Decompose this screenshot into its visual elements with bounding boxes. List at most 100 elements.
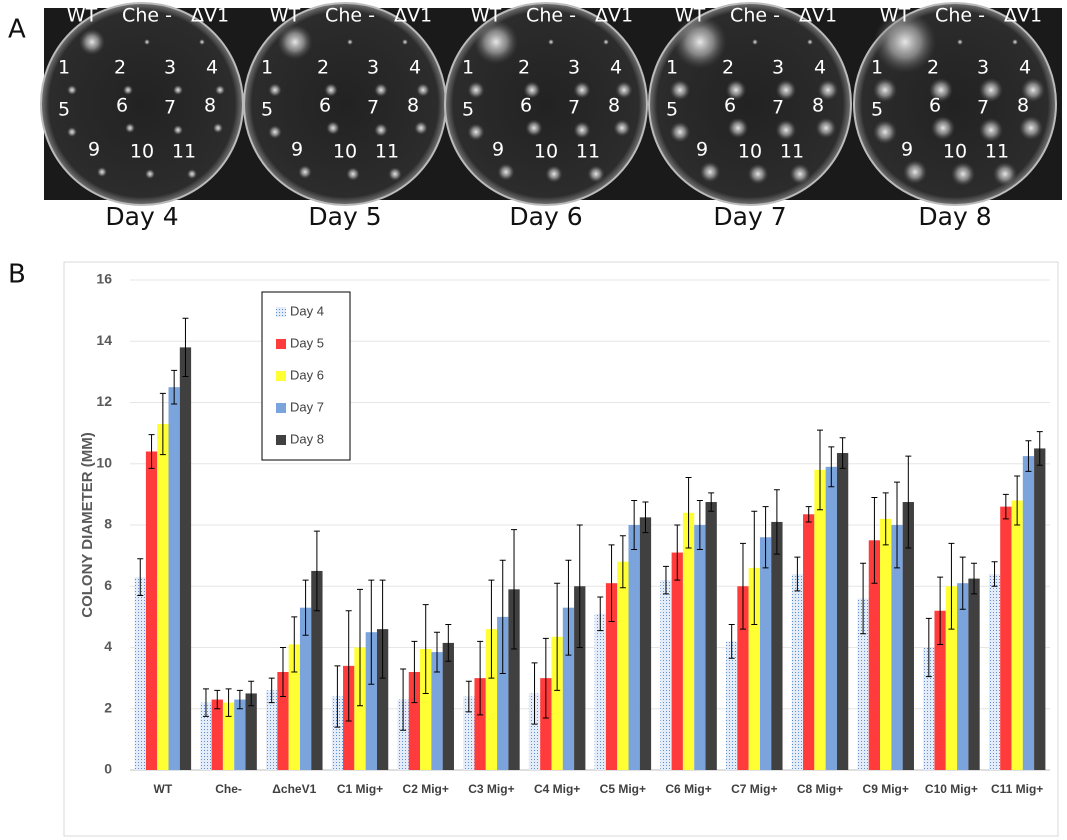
colony-number: 10 xyxy=(333,141,357,163)
colony-number: 5 xyxy=(58,99,70,121)
colony xyxy=(670,122,691,143)
colony xyxy=(526,120,543,137)
colony-number: 4 xyxy=(610,57,622,79)
colony xyxy=(670,80,691,101)
strain-label: Che - xyxy=(325,5,375,27)
colony xyxy=(125,123,135,133)
colony xyxy=(199,39,205,45)
colony-number: 8 xyxy=(1017,95,1029,117)
colony-number: 5 xyxy=(871,99,883,121)
x-tick-label: C11 Mig+ xyxy=(991,782,1043,796)
colony xyxy=(807,39,813,45)
bar xyxy=(146,452,157,771)
bar xyxy=(180,347,191,770)
legend-swatch xyxy=(276,403,286,413)
colony-number: 10 xyxy=(534,141,558,163)
colony-number: 9 xyxy=(492,139,504,161)
colony xyxy=(546,166,563,183)
colony-number: 11 xyxy=(576,141,600,163)
colony xyxy=(79,29,105,55)
colony-number: 8 xyxy=(204,95,216,117)
day-label: Day 8 xyxy=(918,202,991,231)
colony xyxy=(776,120,797,141)
colony-number: 9 xyxy=(291,139,303,161)
bar xyxy=(169,387,180,770)
bar xyxy=(826,467,837,770)
day-label: Day 7 xyxy=(713,202,786,231)
colony xyxy=(752,39,758,45)
x-tick-label: C10 Mig+ xyxy=(925,782,978,796)
x-tick-label: C8 Mig+ xyxy=(797,782,843,796)
y-tick-label: 0 xyxy=(104,761,112,777)
colony xyxy=(1019,116,1043,140)
colony xyxy=(187,169,197,179)
colony-number: 7 xyxy=(568,97,580,119)
legend-label: Day 4 xyxy=(290,303,324,318)
y-tick-label: 6 xyxy=(104,577,112,593)
legend-swatch xyxy=(276,371,286,381)
strain-label: Che - xyxy=(122,5,172,27)
colony-number: 11 xyxy=(985,141,1009,163)
colony xyxy=(790,164,811,185)
colony xyxy=(277,24,312,59)
x-tick-label: C3 Mig+ xyxy=(468,782,514,796)
bar xyxy=(837,453,848,770)
colony xyxy=(873,120,897,144)
bar xyxy=(880,519,891,770)
colony-number: 7 xyxy=(164,97,176,119)
bar xyxy=(660,580,671,770)
colony-number: 9 xyxy=(901,139,913,161)
strain-label: ΔV1 xyxy=(394,5,432,27)
colony-number: 1 xyxy=(871,57,883,79)
y-tick-label: 12 xyxy=(96,393,112,409)
colony-number: 2 xyxy=(114,57,126,79)
x-tick-label: C4 Mig+ xyxy=(534,782,580,796)
colony xyxy=(957,39,963,45)
colony xyxy=(498,164,515,181)
colony-number: 6 xyxy=(319,95,331,117)
y-tick-label: 14 xyxy=(96,332,112,348)
x-tick-label: C9 Mig+ xyxy=(863,782,909,796)
colony-number: 4 xyxy=(814,57,826,79)
colony-number: 6 xyxy=(520,95,532,117)
colony-number: 3 xyxy=(772,57,784,79)
colony xyxy=(548,39,554,45)
x-tick-label: ΔcheV1 xyxy=(272,782,316,796)
y-tick-label: 4 xyxy=(104,638,112,654)
colony-number: 8 xyxy=(407,95,419,117)
colony-number: 10 xyxy=(943,141,967,163)
colony-number: 7 xyxy=(977,97,989,119)
colony-number: 5 xyxy=(462,99,474,121)
colony-number: 9 xyxy=(88,139,100,161)
bar xyxy=(1011,501,1022,771)
colony-number: 10 xyxy=(130,141,154,163)
colony-number: 4 xyxy=(1019,57,1031,79)
panel-label: A xyxy=(8,15,26,45)
colony xyxy=(468,82,485,99)
colony xyxy=(993,162,1017,186)
colony xyxy=(268,83,282,97)
colony-number: 11 xyxy=(375,141,399,163)
bar xyxy=(1000,507,1011,770)
colony-number: 11 xyxy=(172,141,196,163)
colony xyxy=(468,124,485,141)
strain-label: Che - xyxy=(526,5,576,27)
bar xyxy=(234,700,245,770)
bar xyxy=(640,517,651,770)
bar xyxy=(968,579,979,770)
strain-label: WT xyxy=(675,5,706,27)
colony xyxy=(588,166,605,183)
bar xyxy=(1023,456,1034,770)
x-tick-label: Che- xyxy=(215,782,242,796)
colony-number: 3 xyxy=(164,57,176,79)
y-tick-label: 2 xyxy=(104,699,112,715)
strain-label: ΔV1 xyxy=(799,5,837,27)
colony xyxy=(414,121,428,135)
colony xyxy=(1012,39,1018,45)
colony-number: 3 xyxy=(568,57,580,79)
colony-number: 5 xyxy=(261,99,273,121)
bar xyxy=(629,525,640,770)
colony-number: 1 xyxy=(58,57,70,79)
colony xyxy=(931,116,955,140)
bar xyxy=(595,614,606,770)
